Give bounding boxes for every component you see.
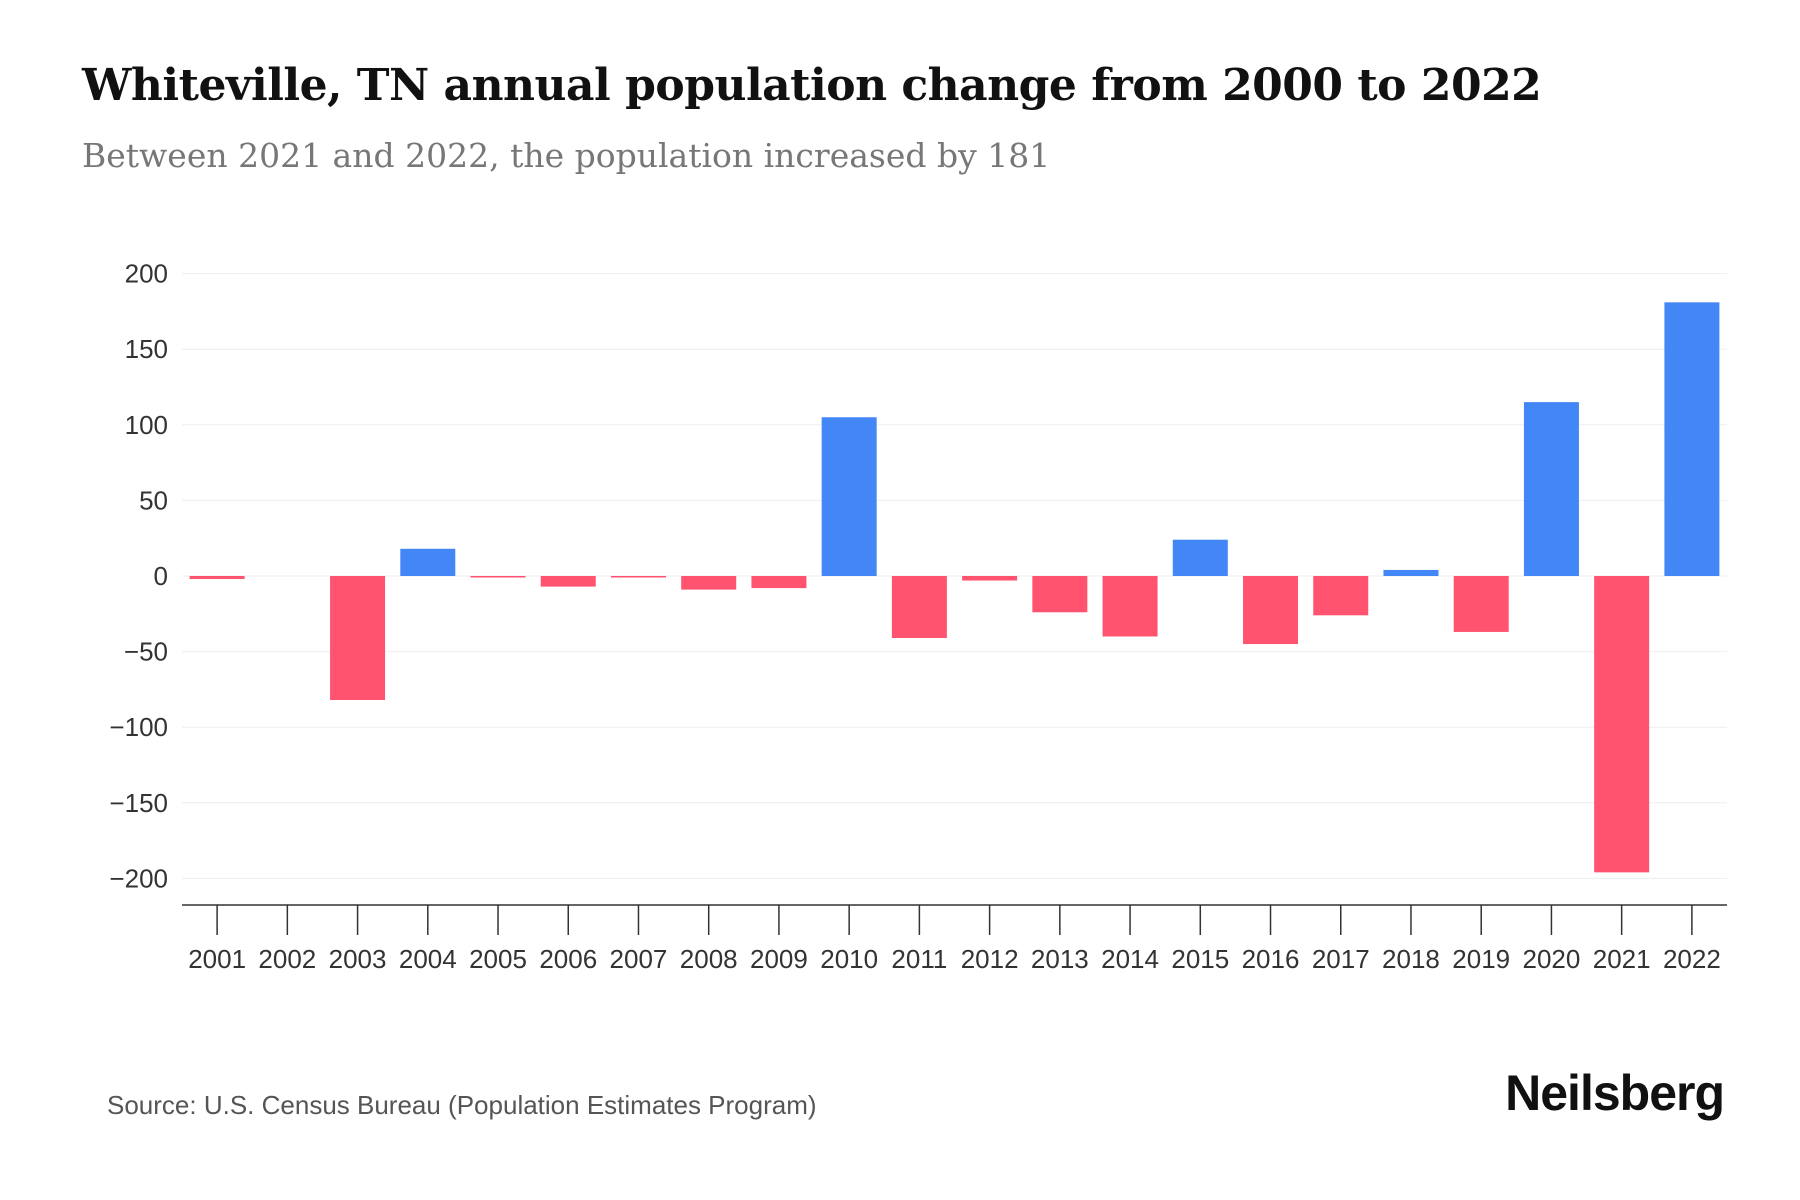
x-tick-label: 2004 — [399, 944, 457, 974]
x-tick-label: 2015 — [1171, 944, 1229, 974]
bar-2011 — [891, 576, 947, 638]
bar-2014 — [1102, 576, 1158, 637]
x-tick-label: 2009 — [750, 944, 808, 974]
source-note: Source: U.S. Census Bureau (Population E… — [107, 1090, 817, 1120]
y-tick-label: 0 — [154, 561, 168, 591]
bar-2004 — [400, 548, 456, 576]
x-tick-label: 2013 — [1031, 944, 1089, 974]
bar-2001 — [189, 576, 245, 580]
bar-2016 — [1243, 576, 1299, 645]
bar-2010 — [821, 417, 877, 576]
bar-2009 — [751, 576, 807, 589]
bar-2013 — [1032, 576, 1088, 613]
bar-2008 — [681, 576, 737, 590]
y-tick-label: −200 — [109, 863, 168, 893]
x-tick-label: 2006 — [539, 944, 597, 974]
bar-2007 — [610, 576, 666, 578]
bar-2015 — [1172, 539, 1228, 576]
y-tick-label: 150 — [125, 334, 168, 364]
bar-2017 — [1313, 576, 1369, 616]
x-tick-label: 2001 — [188, 944, 246, 974]
x-tick-label: 2016 — [1242, 944, 1300, 974]
x-tick-label: 2005 — [469, 944, 527, 974]
y-tick-label: 200 — [125, 259, 168, 289]
y-tick-label: 50 — [139, 485, 168, 515]
x-tick-label: 2014 — [1101, 944, 1159, 974]
x-tick-label: 2022 — [1663, 944, 1721, 974]
x-tick-label: 2021 — [1593, 944, 1651, 974]
x-tick-label: 2007 — [610, 944, 668, 974]
y-tick-label: −150 — [109, 788, 168, 818]
bar-2018 — [1383, 569, 1439, 576]
y-tick-label: 100 — [125, 410, 168, 440]
bar-2003 — [330, 576, 386, 700]
x-tick-label: 2008 — [680, 944, 738, 974]
y-tick-label: −50 — [124, 637, 168, 667]
neilsberg-logo: Neilsberg — [1505, 1065, 1725, 1121]
bar-2022 — [1664, 302, 1720, 576]
chart-subtitle: Between 2021 and 2022, the population in… — [82, 136, 1051, 175]
bar-2019 — [1453, 576, 1509, 632]
x-tick-label: 2020 — [1523, 944, 1581, 974]
x-tick-label: 2002 — [258, 944, 316, 974]
y-tick-label: −100 — [109, 712, 168, 742]
x-tick-label: 2018 — [1382, 944, 1440, 974]
x-tick-label: 2012 — [961, 944, 1019, 974]
bar-2021 — [1594, 576, 1650, 873]
bar-2005 — [470, 576, 526, 578]
bar-2006 — [540, 576, 596, 587]
x-tick-label: 2010 — [820, 944, 878, 974]
x-tick-label: 2011 — [891, 944, 947, 974]
bar-chart: 200 150 100 50 0 −50 −100 −150 −200 2001 2002 2003 2… — [109, 259, 1727, 974]
x-tick-label: 2019 — [1452, 944, 1510, 974]
bar-2012 — [962, 576, 1018, 581]
x-tick-label: 2017 — [1312, 944, 1370, 974]
bar-2020 — [1523, 402, 1579, 576]
x-tick-label: 2003 — [329, 944, 387, 974]
chart-title: Whiteville, TN annual population change … — [82, 60, 1542, 111]
